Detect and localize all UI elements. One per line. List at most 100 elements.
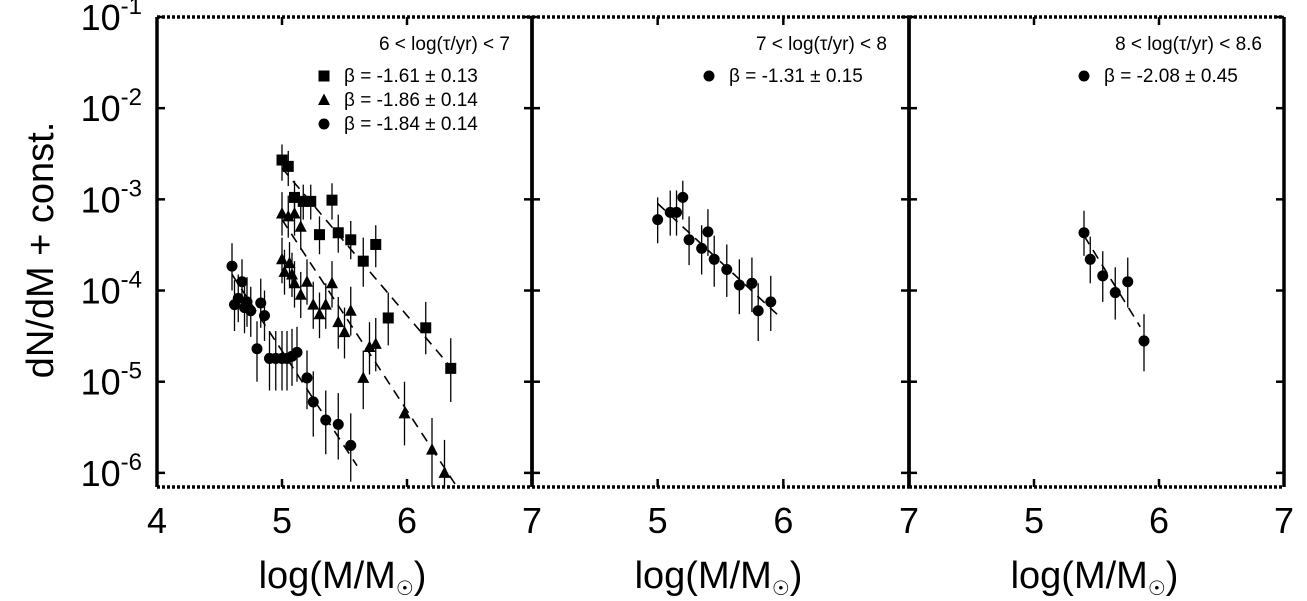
data-point (332, 418, 344, 430)
data-point (733, 279, 745, 291)
x-axis-label: log(M/M☉) (635, 555, 803, 600)
legend-label: β = -2.08 ± 0.45 (1104, 66, 1238, 87)
data-point (369, 337, 382, 349)
legend-marker-triangle (318, 93, 330, 105)
data-point (305, 195, 317, 207)
data-point (752, 305, 764, 317)
data-point (276, 252, 288, 265)
x-tick-label: 6 (397, 500, 417, 541)
data-point (765, 296, 777, 308)
legend-marker-circle (703, 70, 715, 82)
legend-label: β = -1.86 ± 0.14 (344, 90, 478, 111)
data-point (297, 195, 309, 207)
data-point (1097, 270, 1109, 282)
data-point (251, 343, 263, 355)
series-square (276, 144, 458, 402)
x-tick-label: 4 (147, 500, 167, 541)
data-point (282, 160, 294, 172)
y-axis: 10-6 10-5 10-4 10-3 10-2 10-1 (81, 0, 142, 494)
x-axis-label: log(M/M☉) (1011, 555, 1179, 600)
y-tick-label: 10-1 (81, 0, 142, 38)
panel-title: 8 < log(τ/yr) < 8.6 (1115, 34, 1262, 55)
data-point (1122, 276, 1134, 288)
fit-line (1083, 235, 1141, 328)
data-point (1109, 287, 1121, 299)
y-tick-label: 10-3 (81, 175, 142, 220)
data-point (301, 275, 313, 287)
panel-title: 6 < log(τ/yr) < 7 (379, 34, 510, 55)
data-point (671, 206, 683, 218)
legend-marker-circle (318, 118, 330, 130)
series-circle (226, 243, 358, 482)
data-point (294, 220, 307, 232)
data-point (677, 191, 689, 203)
legend-marker-square (318, 70, 330, 82)
x-tick-label: 5 (272, 500, 292, 541)
data-point (241, 296, 253, 308)
data-point (721, 264, 733, 276)
y-axis-label: dN/dM + const. (20, 122, 62, 379)
series-triangle (276, 192, 458, 488)
data-point (236, 276, 248, 288)
data-point (332, 315, 345, 328)
data-point (314, 229, 325, 241)
data-point (282, 209, 295, 222)
y-tick-label: 10-6 (81, 449, 142, 494)
data-point (313, 307, 326, 320)
data-point (288, 206, 301, 219)
data-point (420, 322, 432, 334)
legend-marker-circle (1078, 70, 1090, 82)
data-point (259, 310, 270, 322)
data-point (426, 443, 438, 455)
data-point (357, 255, 369, 267)
y-tick-label: 10-4 (81, 267, 142, 312)
fit-line (281, 167, 458, 375)
data-point (1078, 227, 1090, 239)
data-point (332, 227, 344, 239)
x-axis-label: log(M/M☉) (259, 555, 427, 600)
panel-3: 5 6 7 log(M/M☉) 8 < log(τ/yr) < 8.6 β = -2.08… (907, 15, 1294, 600)
x-tick-label: 6 (1149, 500, 1169, 541)
data-point (683, 234, 695, 246)
x-tick-label: 5 (1024, 500, 1044, 541)
x-tick-label: 5 (648, 500, 668, 541)
data-point (708, 253, 720, 265)
y-tick-label: 10-5 (81, 358, 142, 403)
data-point (696, 242, 708, 254)
panel-frames (155, 15, 1286, 489)
data-point (226, 260, 238, 272)
x-tick-label: 7 (522, 500, 542, 541)
data-point (276, 154, 288, 166)
data-point (398, 406, 411, 419)
series-circle (1078, 210, 1150, 372)
panel-1: 4 5 6 7 log(M/M☉) 6 < log(τ/yr) < 7 β = -1.61 … (147, 15, 542, 600)
data-point (746, 277, 758, 289)
data-point (255, 297, 267, 309)
x-tick-label: 7 (899, 500, 919, 541)
data-point (438, 466, 451, 478)
data-point (445, 362, 457, 374)
panel-title: 7 < log(τ/yr) < 8 (756, 34, 887, 55)
data-point (278, 265, 291, 277)
data-point (307, 298, 320, 310)
data-point (370, 238, 382, 250)
data-point (301, 372, 313, 384)
data-point (344, 304, 357, 316)
y-tick-label: 10-2 (81, 84, 142, 129)
data-point (357, 371, 370, 383)
data-point (288, 276, 301, 289)
panel-2: 5 6 7 log(M/M☉) 7 < log(τ/yr) < 8 β = -1.31 ±… (530, 15, 919, 600)
data-point (291, 346, 303, 358)
legend-label: β = -1.84 ± 0.14 (344, 114, 478, 135)
data-point (294, 288, 307, 300)
data-point (345, 234, 357, 246)
data-point (363, 340, 376, 353)
data-point (382, 312, 394, 324)
data-point (245, 305, 257, 317)
data-point (702, 226, 714, 238)
data-point (345, 439, 357, 451)
data-point (319, 298, 332, 310)
data-point (338, 325, 351, 338)
data-point (232, 292, 244, 304)
